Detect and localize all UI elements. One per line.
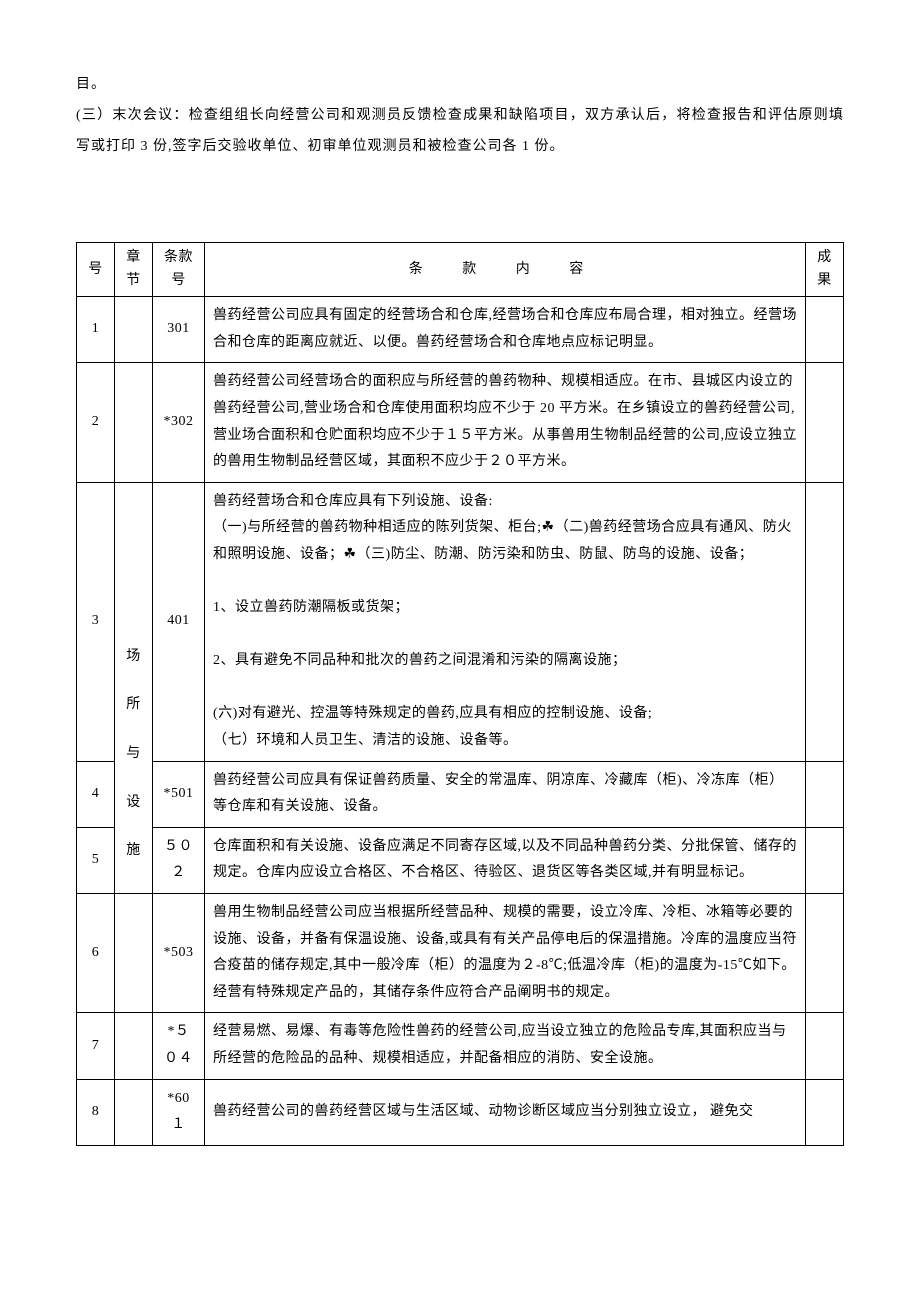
header-clause: 条款 号 xyxy=(153,243,205,297)
cell-result xyxy=(806,363,844,482)
cell-result xyxy=(806,761,844,827)
cell-content: 兽药经营场合和仓库应具有下列设施、设备: （一)与所经营的兽药物种相适应的陈列货… xyxy=(205,482,806,761)
table-row: 6 *503 兽用生物制品经营公司应当根据所经营品种、规模的需要，设立冷库、冷柜… xyxy=(77,894,844,1013)
cell-clause: *60１ xyxy=(153,1079,205,1145)
cell-result xyxy=(806,482,844,761)
header-chapter: 章 节 xyxy=(115,243,153,297)
cell-num: 5 xyxy=(77,827,115,893)
cell-clause: *302 xyxy=(153,363,205,482)
table-header-row: 号 章 节 条款 号 条 款 内 容 成 果 xyxy=(77,243,844,297)
cell-chapter-empty xyxy=(115,894,153,1013)
cell-clause: *５０４ xyxy=(153,1013,205,1079)
cell-num: 7 xyxy=(77,1013,115,1079)
cell-num: 8 xyxy=(77,1079,115,1145)
cell-result xyxy=(806,1079,844,1145)
table-row: 5 ５０２ 仓库面积和有关设施、设备应满足不同寄存区域,以及不同品种兽药分类、分… xyxy=(77,827,844,893)
header-result: 成 果 xyxy=(806,243,844,297)
table-row: 8 *60１ 兽药经营公司的兽药经营区域与生活区域、动物诊断区域应当分别独立设立… xyxy=(77,1079,844,1145)
cell-content: 兽药经营公司的兽药经营区域与生活区域、动物诊断区域应当分别独立设立， 避免交 xyxy=(205,1079,806,1145)
cell-result xyxy=(806,827,844,893)
cell-num: 1 xyxy=(77,297,115,363)
table-row: 2 *302 兽药经营公司经营场合的面积应与所经营的兽药物种、规模相适应。在市、… xyxy=(77,363,844,482)
cell-num: 4 xyxy=(77,761,115,827)
intro-p1: 目。 xyxy=(76,70,844,101)
table-row: 4 *501 兽药经营公司应具有保证兽药质量、安全的常温库、阴凉库、冷藏库（柜)… xyxy=(77,761,844,827)
table-row: 1 301 兽药经营公司应具有固定的经营场合和仓库,经营场合和仓库应布局合理，相… xyxy=(77,297,844,363)
table-row: 3 场 所 与 设 施 401 兽药经营场合和仓库应具有下列设施、设备: （一)… xyxy=(77,482,844,761)
cell-clause: *503 xyxy=(153,894,205,1013)
cell-content: 兽药经营公司经营场合的面积应与所经营的兽药物种、规模相适应。在市、县城区内设立的… xyxy=(205,363,806,482)
header-content: 条 款 内 容 xyxy=(205,243,806,297)
cell-chapter-empty xyxy=(115,363,153,482)
cell-content: 兽药经营公司应具有固定的经营场合和仓库,经营场合和仓库应布局合理，相对独立。经营… xyxy=(205,297,806,363)
cell-chapter-empty xyxy=(115,1013,153,1079)
cell-chapter-empty xyxy=(115,297,153,363)
cell-result xyxy=(806,1013,844,1079)
cell-content: 仓库面积和有关设施、设备应满足不同寄存区域,以及不同品种兽药分类、分批保管、储存… xyxy=(205,827,806,893)
cell-num: 6 xyxy=(77,894,115,1013)
cell-chapter-label: 场 所 与 设 施 xyxy=(115,482,153,893)
table-row: 7 *５０４ 经营易燃、易爆、有毒等危险性兽药的经营公司,应当设立独立的危险品专… xyxy=(77,1013,844,1079)
cell-num: 2 xyxy=(77,363,115,482)
cell-result xyxy=(806,894,844,1013)
cell-content: 兽用生物制品经营公司应当根据所经营品种、规模的需要，设立冷库、冷柜、冰箱等必要的… xyxy=(205,894,806,1013)
cell-chapter-empty xyxy=(115,1079,153,1145)
cell-clause: 401 xyxy=(153,482,205,761)
cell-result xyxy=(806,297,844,363)
cell-content: 兽药经营公司应具有保证兽药质量、安全的常温库、阴凉库、冷藏库（柜)、冷冻库（柜）… xyxy=(205,761,806,827)
header-num: 号 xyxy=(77,243,115,297)
clause-table: 号 章 节 条款 号 条 款 内 容 成 果 1 301 兽药经营公司应具有固定… xyxy=(76,242,844,1145)
cell-clause: ５０２ xyxy=(153,827,205,893)
cell-clause: 301 xyxy=(153,297,205,363)
cell-clause: *501 xyxy=(153,761,205,827)
intro-p2: (三）末次会议：检查组组长向经营公司和观测员反馈检查成果和缺陷项目，双方承认后，… xyxy=(76,101,844,163)
cell-content: 经营易燃、易爆、有毒等危险性兽药的经营公司,应当设立独立的危险品专库,其面积应当… xyxy=(205,1013,806,1079)
cell-num: 3 xyxy=(77,482,115,761)
intro-section: 目。 (三）末次会议：检查组组长向经营公司和观测员反馈检查成果和缺陷项目，双方承… xyxy=(76,70,844,162)
